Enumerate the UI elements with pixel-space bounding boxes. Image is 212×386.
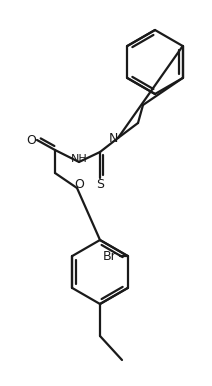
Text: Br: Br [103,249,117,262]
Text: O: O [26,134,36,147]
Text: O: O [74,178,84,191]
Text: NH: NH [71,154,87,164]
Text: S: S [96,178,104,191]
Text: N: N [108,132,118,144]
